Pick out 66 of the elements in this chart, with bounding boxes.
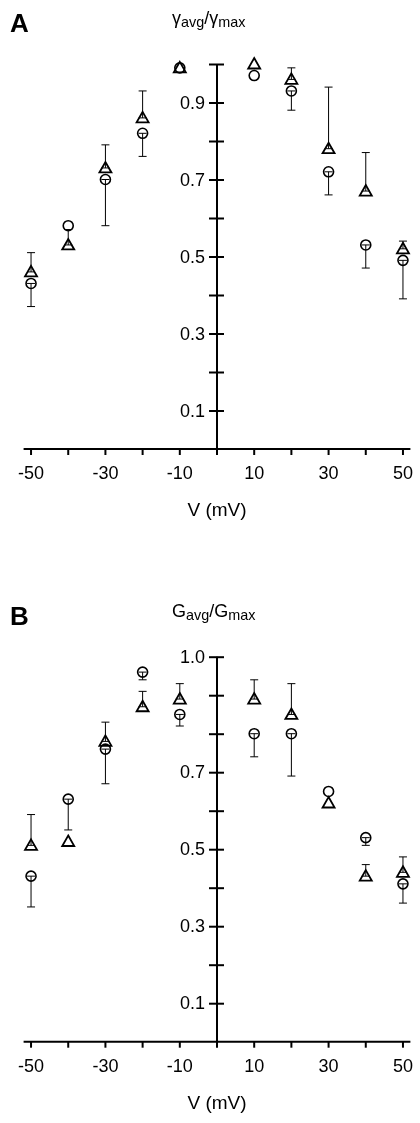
x-tick-label: -50 <box>18 1055 45 1076</box>
point <box>397 254 409 267</box>
x-tick-label: 50 <box>392 1055 413 1076</box>
y-tick-label: 0.3 <box>179 916 205 937</box>
y-tick-label: 0.1 <box>179 400 205 421</box>
y-axis-title: G$_{avg}$/G$_{max}$ <box>172 600 257 623</box>
x-tick-label: 10 <box>244 463 265 483</box>
point <box>359 831 372 844</box>
point <box>396 241 410 255</box>
point <box>24 838 38 851</box>
y-tick-label: 0.3 <box>179 323 205 344</box>
point <box>397 878 409 890</box>
x-tick-label: -30 <box>92 463 119 483</box>
y-tick-label: 0.1 <box>179 993 205 1014</box>
point <box>174 708 186 721</box>
point <box>25 870 37 882</box>
x-tick-label: 10 <box>244 1055 265 1076</box>
point <box>136 666 149 678</box>
point <box>248 727 260 740</box>
x-tick-label: -10 <box>166 463 193 483</box>
y-tick-label: 0.9 <box>179 92 205 113</box>
y-tick-label: 0.7 <box>179 169 205 190</box>
point <box>248 69 260 82</box>
point <box>284 707 299 720</box>
point <box>61 238 76 251</box>
x-axis-title: V (mV) <box>187 1091 247 1113</box>
point <box>99 173 112 186</box>
x-tick-label: -30 <box>92 1055 119 1076</box>
point <box>135 111 150 124</box>
point <box>98 734 113 747</box>
point <box>62 219 75 232</box>
point <box>321 796 336 809</box>
point <box>322 785 335 798</box>
point <box>172 692 187 705</box>
x-tick-label: -50 <box>18 463 45 483</box>
x-tick-label: 30 <box>318 463 339 483</box>
point <box>62 793 75 805</box>
point <box>24 265 38 278</box>
y-tick-label: 0.7 <box>179 762 205 783</box>
x-tick-label: -10 <box>166 1055 193 1076</box>
point <box>284 72 299 85</box>
x-axis-title: V (mV) <box>187 499 247 520</box>
point <box>358 869 373 882</box>
point <box>247 692 262 705</box>
point <box>25 277 37 290</box>
text: A <box>10 8 29 38</box>
point <box>285 85 298 97</box>
point <box>396 865 410 878</box>
point <box>61 834 76 847</box>
point <box>358 184 373 197</box>
point <box>359 239 372 251</box>
point <box>135 699 150 713</box>
point <box>136 127 149 140</box>
y-tick-label: 1.0 <box>179 646 205 667</box>
y-tick-label: 0.5 <box>179 246 205 267</box>
text: B <box>10 600 29 631</box>
point <box>98 161 113 174</box>
y-axis-title: γ$_{avg}$/γ$_{max}$ <box>172 8 247 30</box>
point <box>99 743 112 755</box>
point <box>247 57 262 70</box>
point <box>285 727 298 740</box>
point <box>322 166 335 178</box>
x-tick-label: 50 <box>392 463 413 483</box>
x-tick-label: 30 <box>318 1055 339 1076</box>
y-tick-label: 0.5 <box>179 839 205 860</box>
point <box>321 141 336 155</box>
